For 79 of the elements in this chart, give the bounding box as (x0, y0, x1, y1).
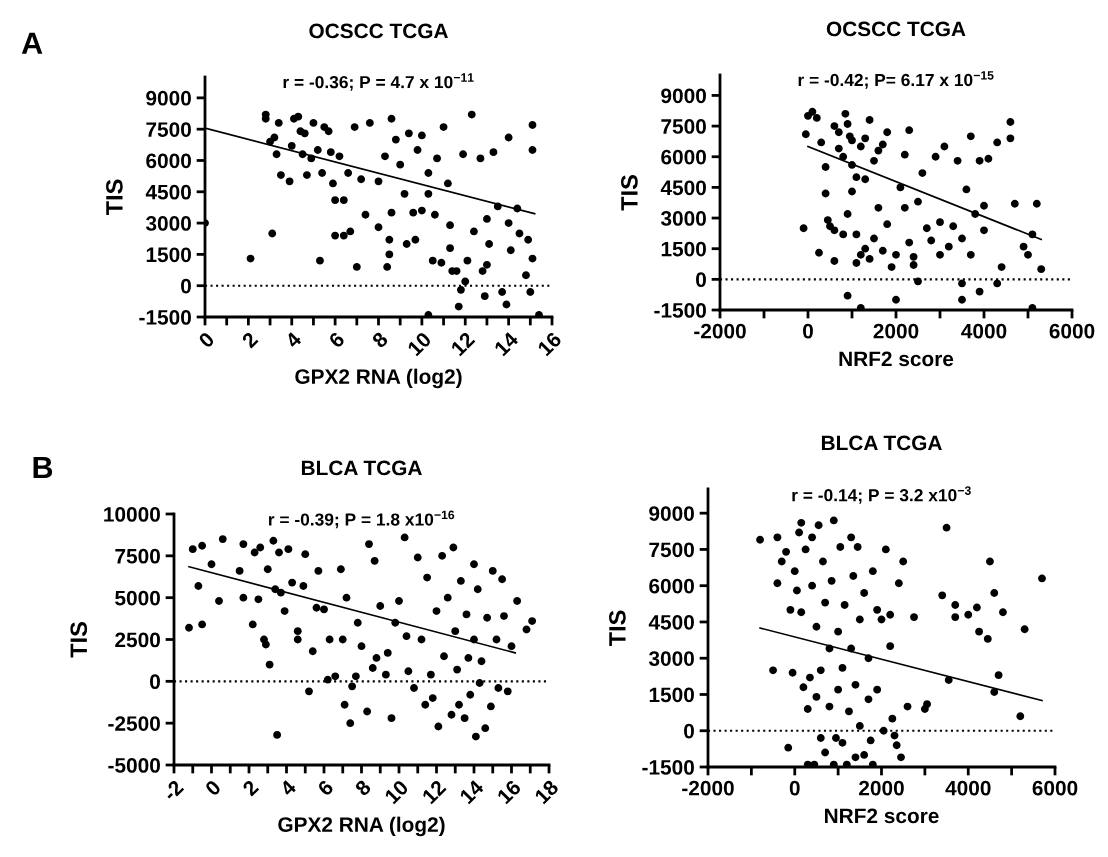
x-tick-label: 6 (316, 779, 335, 797)
x-tick-label: 16 (496, 779, 522, 805)
y-tick-label: 7500 (661, 119, 706, 134)
y-tick-label: 3000 (145, 216, 191, 231)
x-tick-label: 16 (536, 331, 563, 357)
x-tick-label: 8 (354, 779, 372, 797)
y-tick-label: 1500 (146, 247, 191, 263)
x-axis-title: GPX2 RNA (log2) (278, 816, 445, 837)
x-tick-label: 6000 (1049, 323, 1095, 339)
y-tick-label: 4500 (660, 180, 706, 196)
y-tick-label: 0 (696, 272, 706, 288)
y-tick-label: 1500 (649, 687, 694, 703)
x-axis-title: NRF2 score (825, 808, 939, 824)
x-tick-label: 2000 (859, 780, 904, 796)
x-tick-label: 4000 (945, 780, 991, 796)
y-tick-label: 1500 (661, 241, 706, 257)
y-axis-title: TIS (621, 175, 638, 211)
y-tick-label: -5000 (108, 758, 160, 773)
y-tick-label: 10000 (104, 507, 160, 522)
x-tick-label: 4 (284, 330, 303, 349)
x-tick-label: -2000 (694, 323, 746, 339)
x-tick-label: 2 (241, 331, 259, 349)
y-tick-label: 9000 (661, 88, 706, 104)
x-tick-label: 2000 (873, 323, 919, 339)
y-tick-label: 6000 (649, 578, 694, 594)
x-tick-label: 12 (450, 331, 476, 357)
y-axis-title: TIS (609, 610, 626, 647)
y-axis-title: TIS (106, 179, 123, 216)
x-axis-title: GPX2 RNA (log2) (295, 368, 462, 389)
y-tick-label: 7500 (115, 548, 160, 564)
x-tick-label: 4 (279, 778, 298, 797)
y-tick-label: 0 (684, 723, 694, 739)
y-tick-label: 3000 (660, 211, 706, 226)
y-tick-label: 0 (181, 278, 191, 294)
y-tick-label: 3000 (648, 651, 694, 666)
y-tick-label: 4500 (648, 614, 694, 630)
x-tick-label: 6 (327, 331, 346, 349)
x-tick-label: -2 (161, 779, 185, 802)
y-tick-label: 5000 (115, 590, 160, 606)
chart-title: OCSCC TCGA (309, 23, 448, 39)
y-tick-label: -1500 (642, 760, 694, 775)
x-tick-label: 0 (803, 323, 813, 339)
y-tick-label: 6000 (146, 153, 191, 169)
x-tick-label: 4000 (961, 323, 1007, 339)
x-tick-label: 0 (204, 779, 222, 797)
chart-subtitle: r = -0.14; P = 3.2 x10$^{−3}$ (792, 486, 971, 504)
x-tick-label: 6000 (1032, 780, 1078, 796)
x-tick-label: -2000 (682, 780, 734, 796)
y-tick-label: -2500 (108, 716, 160, 731)
y-tick-label: 4500 (145, 184, 191, 200)
y-tick-label: 6000 (661, 149, 706, 165)
chart-title: OCSCC TCGA (826, 21, 966, 37)
chart-subtitle: r = -0.42; P= 6.17 x 10$^{−15}$ (798, 71, 994, 89)
chart-title: BLCA TCGA (301, 460, 422, 476)
x-tick-label: 0 (197, 331, 216, 349)
y-tick-label: -1500 (139, 310, 191, 325)
y-tick-label: 7500 (649, 542, 694, 558)
y-tick-label: 7500 (146, 122, 191, 137)
y-tick-label: -1500 (654, 303, 706, 318)
x-tick-label: 8 (371, 331, 389, 349)
x-tick-label: 2 (241, 779, 260, 797)
y-tick-label: 9000 (649, 506, 694, 521)
text: A (21, 32, 43, 54)
x-axis-title: NRF2 score (839, 351, 954, 367)
x-tick-label: 10 (406, 331, 433, 357)
x-tick-label: 10 (383, 779, 410, 805)
y-tick-label: 0 (150, 674, 160, 690)
x-tick-label: 0 (789, 780, 800, 796)
x-tick-label: 12 (421, 779, 447, 805)
chart-subtitle: r = -0.39; P = 1.8 x10$^{−16}$ (268, 510, 455, 529)
text: B (33, 456, 53, 478)
y-axis-title: TIS (70, 622, 88, 658)
y-tick-label: 2500 (115, 632, 160, 648)
x-tick-label: 18 (533, 779, 560, 805)
y-tick-label: 9000 (146, 90, 191, 106)
chart-subtitle: r = -0.36; P = 4.7 x 10$^{−11}$ (283, 73, 474, 91)
x-tick-label: 14 (459, 778, 485, 805)
chart-title: BLCA TCGA (821, 435, 942, 451)
x-tick-label: 14 (493, 330, 520, 357)
